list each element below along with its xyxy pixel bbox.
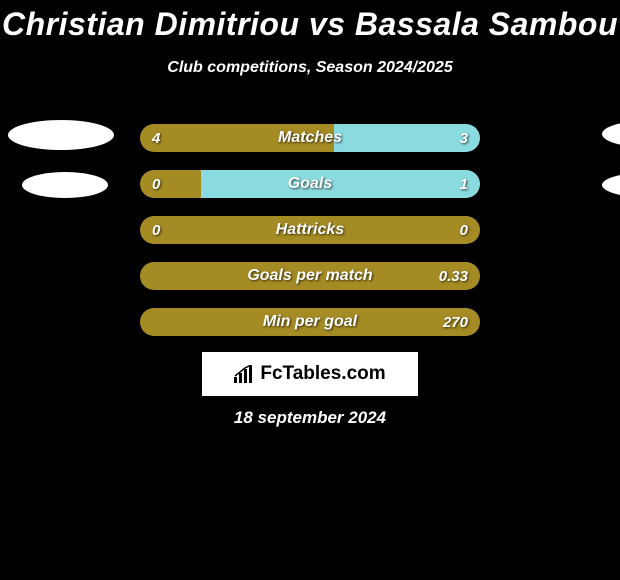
bar-left: [140, 170, 201, 198]
stat-row: 43Matches: [140, 124, 480, 152]
date: 18 september 2024: [0, 408, 620, 428]
avatar-ellipse: [8, 120, 114, 150]
comparison-widget: Christian Dimitriou vs Bassala Sambou Cl…: [0, 0, 620, 580]
bar-right: [334, 124, 480, 152]
avatar-ellipse: [602, 172, 620, 198]
avatar-ellipse: [22, 172, 108, 198]
logo: FcTables.com: [234, 363, 385, 385]
bar-left: [140, 216, 480, 244]
stat-row: 00Hattricks: [140, 216, 480, 244]
stat-row: 0.33Goals per match: [140, 262, 480, 290]
stats-chart: 43Matches 01Goals 00Hattricks 0.33Goals per…: [140, 124, 480, 354]
stat-row: 01Goals: [140, 170, 480, 198]
bar-right: [201, 170, 480, 198]
subtitle: Club competitions, Season 2024/2025: [0, 59, 620, 77]
avatar-ellipse: [602, 120, 620, 148]
stat-row: 270Min per goal: [140, 308, 480, 336]
chart-icon: [234, 365, 256, 383]
bar-left: [140, 308, 480, 336]
page-title: Christian Dimitriou vs Bassala Sambou: [0, 0, 620, 43]
bar-left: [140, 124, 334, 152]
bar-left: [140, 262, 480, 290]
logo-box[interactable]: FcTables.com: [202, 352, 418, 396]
logo-text: FcTables.com: [260, 363, 385, 385]
